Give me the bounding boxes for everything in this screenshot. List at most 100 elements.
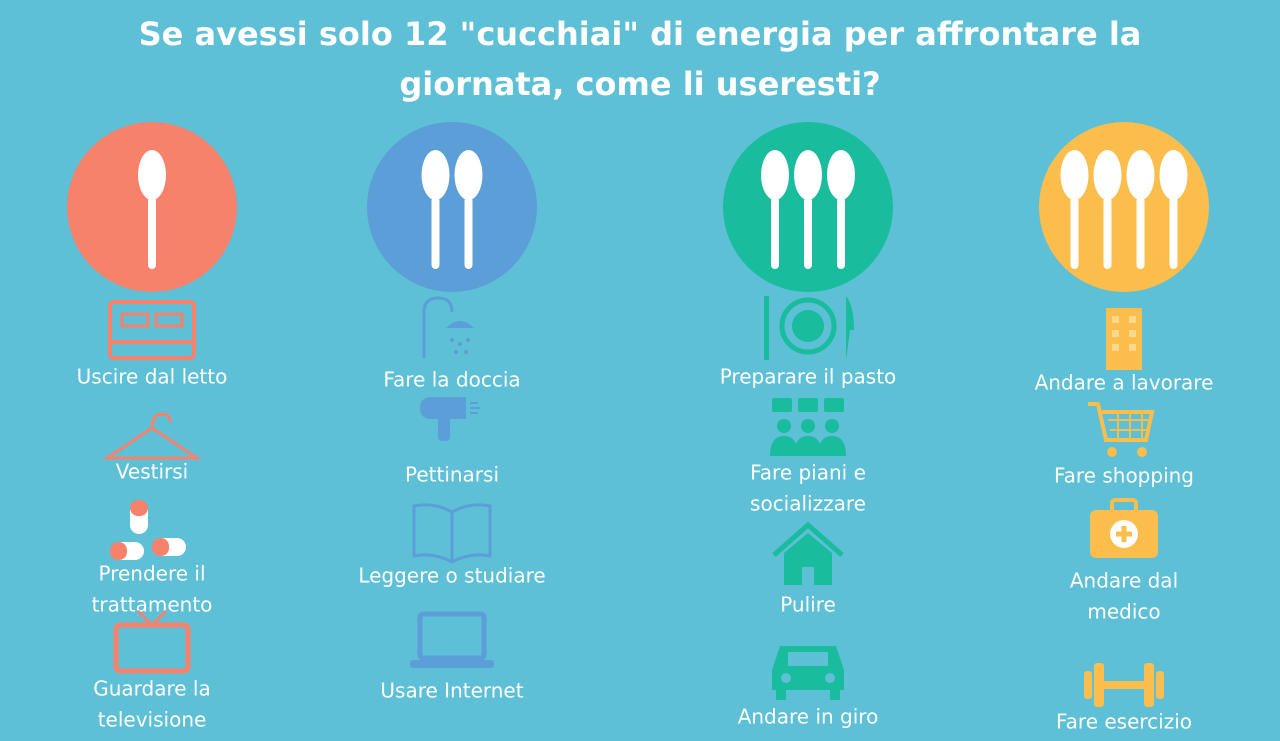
icon-shape bbox=[102, 412, 202, 460]
icon-shape bbox=[770, 436, 846, 456]
icon-shape bbox=[1144, 663, 1154, 707]
item-icon bbox=[110, 500, 186, 560]
icon-shape bbox=[1104, 681, 1144, 689]
icon-shape bbox=[154, 312, 184, 328]
spoon bbox=[761, 150, 789, 269]
icon-shape bbox=[1116, 526, 1132, 542]
icon-shape bbox=[1129, 330, 1136, 337]
icon-shape bbox=[788, 652, 828, 666]
icon-shape bbox=[764, 296, 769, 360]
icon-shape bbox=[784, 533, 832, 585]
spoon-head bbox=[138, 150, 166, 200]
spoon-handle bbox=[148, 197, 156, 269]
spoon-circle bbox=[1039, 122, 1209, 292]
spoon-handle bbox=[1103, 197, 1112, 269]
icon-shape bbox=[846, 296, 854, 360]
icon-shape bbox=[801, 419, 815, 433]
icon-shape bbox=[1129, 344, 1136, 351]
title-line: Se avessi solo 12 "cucchiai" di energia … bbox=[139, 15, 1142, 53]
item-icon bbox=[102, 412, 202, 460]
icon-shape bbox=[781, 673, 791, 683]
icon-shape bbox=[1129, 316, 1136, 323]
icon-shape bbox=[1137, 447, 1147, 457]
spoon-handle bbox=[431, 197, 440, 269]
spoon-head bbox=[794, 150, 822, 200]
item-icon bbox=[1084, 663, 1164, 707]
item-label: Guardare la bbox=[93, 677, 211, 701]
item-icon bbox=[422, 296, 474, 358]
icon-shape bbox=[450, 338, 454, 342]
item-label: Andare a lavorare bbox=[1035, 371, 1214, 395]
icon-shape bbox=[470, 402, 480, 414]
spoon bbox=[1159, 150, 1188, 269]
spoon bbox=[794, 150, 822, 269]
spoon-head bbox=[1126, 150, 1155, 200]
spoon-handle bbox=[771, 197, 779, 269]
icon-shape bbox=[1094, 663, 1104, 707]
icon-shape bbox=[776, 688, 786, 700]
item-label: Uscire dal letto bbox=[77, 365, 228, 389]
icon-shape bbox=[825, 419, 839, 433]
item-label: Leggere o studiare bbox=[358, 564, 545, 588]
spoon-handle bbox=[1070, 197, 1079, 269]
item-icon bbox=[1106, 308, 1142, 370]
spoon bbox=[421, 150, 450, 269]
item-label: Fare piani e bbox=[750, 461, 866, 485]
icon-shape bbox=[438, 415, 450, 441]
spoon-head bbox=[827, 150, 855, 200]
icon-shape bbox=[422, 296, 454, 358]
item-icon bbox=[410, 611, 494, 668]
item-label: trattamento bbox=[92, 593, 213, 617]
icon-shape bbox=[1107, 447, 1117, 457]
icon-shape bbox=[152, 538, 169, 556]
item-label: Preparare il pasto bbox=[720, 365, 897, 389]
item-icon bbox=[108, 300, 196, 360]
icon-shape bbox=[136, 609, 168, 628]
icon-shape bbox=[450, 338, 470, 354]
icon-shape bbox=[1084, 671, 1092, 699]
item-label: Usare Internet bbox=[380, 679, 523, 703]
spoon-handle bbox=[837, 197, 845, 269]
icon-shape bbox=[830, 688, 840, 700]
icon-shape bbox=[108, 300, 196, 360]
item-label: Fare shopping bbox=[1054, 464, 1194, 488]
icon-shape bbox=[824, 398, 844, 412]
spoon-head bbox=[1093, 150, 1122, 200]
icon-shape bbox=[1156, 671, 1164, 699]
icon-shape bbox=[1112, 330, 1119, 337]
icon-shape bbox=[1112, 344, 1119, 351]
spoon bbox=[138, 150, 166, 269]
item-label: Fare esercizio bbox=[1056, 710, 1192, 734]
spoon-head bbox=[1159, 150, 1188, 200]
spoon-head bbox=[421, 150, 450, 200]
item-icon bbox=[770, 398, 846, 456]
spoon-head bbox=[1060, 150, 1089, 200]
icon-shape bbox=[1106, 308, 1142, 370]
spoon bbox=[454, 150, 483, 269]
item-label: televisione bbox=[98, 708, 207, 732]
icon-shape bbox=[798, 398, 818, 412]
item-label: Vestirsi bbox=[116, 460, 188, 484]
item-label: Prendere il bbox=[98, 562, 205, 586]
icon-shape bbox=[410, 660, 494, 668]
icon-shape bbox=[792, 310, 824, 342]
item-icon bbox=[113, 609, 191, 674]
item-icon bbox=[764, 296, 854, 360]
spoon-handle bbox=[464, 197, 473, 269]
spoon-circle bbox=[367, 122, 537, 292]
icon-shape bbox=[772, 398, 792, 412]
icon-shape bbox=[417, 611, 487, 661]
item-icon bbox=[772, 646, 844, 700]
icon-shape bbox=[120, 312, 150, 328]
icon-shape bbox=[1108, 412, 1152, 440]
spoon bbox=[827, 150, 855, 269]
item-label: socializzare bbox=[750, 492, 866, 516]
spoon bbox=[1093, 150, 1122, 269]
item-icon bbox=[1088, 402, 1155, 457]
icon-shape bbox=[110, 542, 127, 560]
item-label: Andare in giro bbox=[738, 705, 879, 729]
spoon-head bbox=[761, 150, 789, 200]
item-icon bbox=[420, 397, 480, 441]
